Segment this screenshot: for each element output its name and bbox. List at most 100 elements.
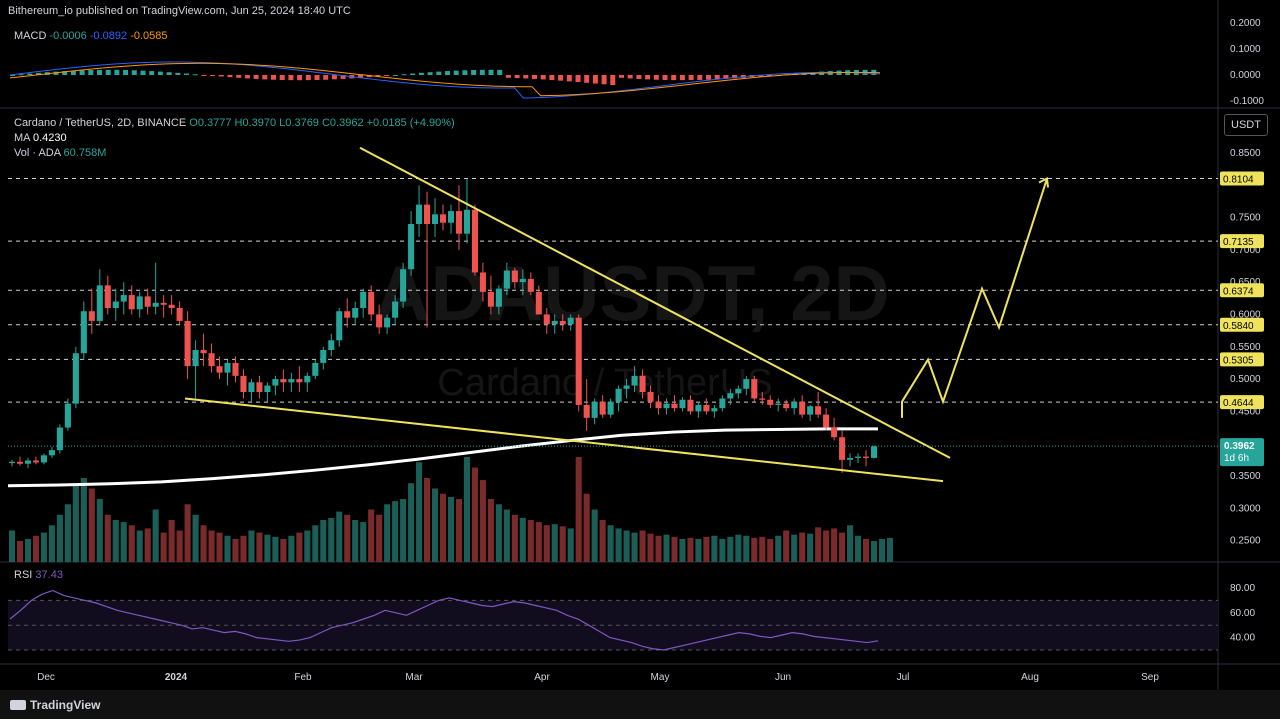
tradingview-logo[interactable]: TradingView <box>10 698 100 712</box>
macd-histogram-bar <box>175 72 181 75</box>
candle-body <box>703 404 710 412</box>
volume-bar <box>256 532 263 562</box>
macd-histogram-value: -0.0006 <box>49 30 87 42</box>
volume-bar <box>16 541 24 562</box>
candle-body <box>200 350 207 354</box>
macd-histogram-bar <box>53 71 59 75</box>
macd-tick-label: 0.1000 <box>1230 44 1261 55</box>
volume-bar <box>439 493 447 562</box>
current-price-label: 0.3962 <box>1224 441 1255 452</box>
price-tick-label: 0.7000 <box>1230 245 1261 256</box>
macd-histogram-bar <box>549 75 555 81</box>
macd-histogram-bar <box>723 75 729 79</box>
price-tick-label: 0.6000 <box>1230 309 1261 320</box>
macd-histogram-bar <box>70 70 76 75</box>
tradingview-icon <box>10 699 26 710</box>
currency-button[interactable]: USDT <box>1224 114 1268 136</box>
volume-bar <box>847 525 854 562</box>
macd-histogram-bar <box>697 75 703 80</box>
macd-histogram-bar <box>392 74 398 76</box>
volume-bar <box>743 535 750 562</box>
macd-signal-line <box>9 62 881 97</box>
macd-histogram-bar <box>166 72 172 75</box>
volume-value: 60.758M <box>63 147 107 159</box>
candle-body <box>719 398 726 409</box>
price-tick-label: 0.7500 <box>1230 213 1261 224</box>
price-tick-label: 0.5500 <box>1230 342 1261 353</box>
candle-body <box>176 308 183 321</box>
candle-body <box>384 317 391 328</box>
level-price-tag <box>1220 171 1264 186</box>
volume-bar <box>160 532 167 562</box>
level-price-label: 0.6374 <box>1223 286 1254 297</box>
candle-body <box>160 302 167 305</box>
volume-bar <box>807 533 814 562</box>
volume-bar <box>248 530 255 562</box>
candle-body <box>128 295 135 310</box>
candle-body <box>408 224 415 270</box>
candle-body <box>240 375 247 392</box>
volume-bar <box>639 530 646 562</box>
volume-bar <box>671 536 678 562</box>
candle-body <box>559 320 566 325</box>
macd-tick-label: 0.0000 <box>1230 70 1261 81</box>
candle-body <box>631 375 638 386</box>
candle-body <box>551 320 558 325</box>
time-tick-label: 2024 <box>165 672 188 683</box>
macd-histogram-bar <box>18 74 24 76</box>
volume-bar <box>607 525 614 562</box>
upper-trendline <box>359 146 951 459</box>
candle-body <box>767 399 774 405</box>
volume-bar <box>120 522 127 562</box>
ohlc-values: O0.3777 H0.3970 L0.3769 C0.3962 +0.0185 … <box>189 117 455 129</box>
current-price-tag <box>1220 438 1264 467</box>
volume-bar <box>479 480 486 562</box>
volume-bar <box>495 504 502 562</box>
candle-body <box>376 314 383 328</box>
macd-histogram-bar <box>123 70 129 75</box>
candle-body <box>455 211 463 234</box>
macd-histogram-bar <box>340 75 346 79</box>
volume-bar <box>615 528 622 562</box>
macd-histogram-bar <box>88 70 94 75</box>
volume-bar <box>863 538 870 562</box>
volume-bar <box>815 527 822 562</box>
candle-body <box>168 304 175 308</box>
candle-body <box>184 320 191 367</box>
volume-bar <box>695 538 702 562</box>
macd-histogram-bar <box>418 72 424 75</box>
volume-bar <box>40 532 47 562</box>
footer: TradingView <box>0 690 1280 719</box>
candle-body <box>639 375 646 392</box>
candle-body <box>400 269 407 302</box>
volume-bar <box>431 488 439 562</box>
volume-bar <box>64 504 71 562</box>
level-price-label: 0.4644 <box>1223 398 1254 409</box>
volume-bar <box>775 535 782 562</box>
volume-bar <box>543 525 550 562</box>
macd-histogram-bar <box>610 75 616 85</box>
candle-body <box>599 401 606 415</box>
candle-body <box>735 388 742 394</box>
macd-histogram-bar <box>766 75 772 76</box>
candle-body <box>216 366 223 373</box>
level-price-label: 0.5840 <box>1223 321 1254 332</box>
macd-label: MACD <box>14 30 47 42</box>
symbol-legend: Cardano / TetherUS, 2D, BINANCE O0.3777 … <box>14 117 455 129</box>
volume-bar <box>232 538 239 562</box>
lower-trendline <box>184 397 944 483</box>
candle-body <box>671 403 678 409</box>
macd-histogram-bar <box>262 75 268 80</box>
macd-histogram-bar <box>410 73 416 75</box>
candle-body <box>192 350 199 367</box>
candle-body <box>591 401 598 418</box>
volume-bar <box>519 517 526 562</box>
macd-histogram-bar <box>375 75 381 77</box>
volume-label: Vol · ADA <box>14 147 61 159</box>
time-tick-label: Feb <box>294 672 312 683</box>
volume-bar <box>72 483 79 562</box>
macd-histogram-bar <box>575 75 581 83</box>
volume-bar <box>559 526 566 562</box>
macd-histogram-bar <box>636 75 642 79</box>
